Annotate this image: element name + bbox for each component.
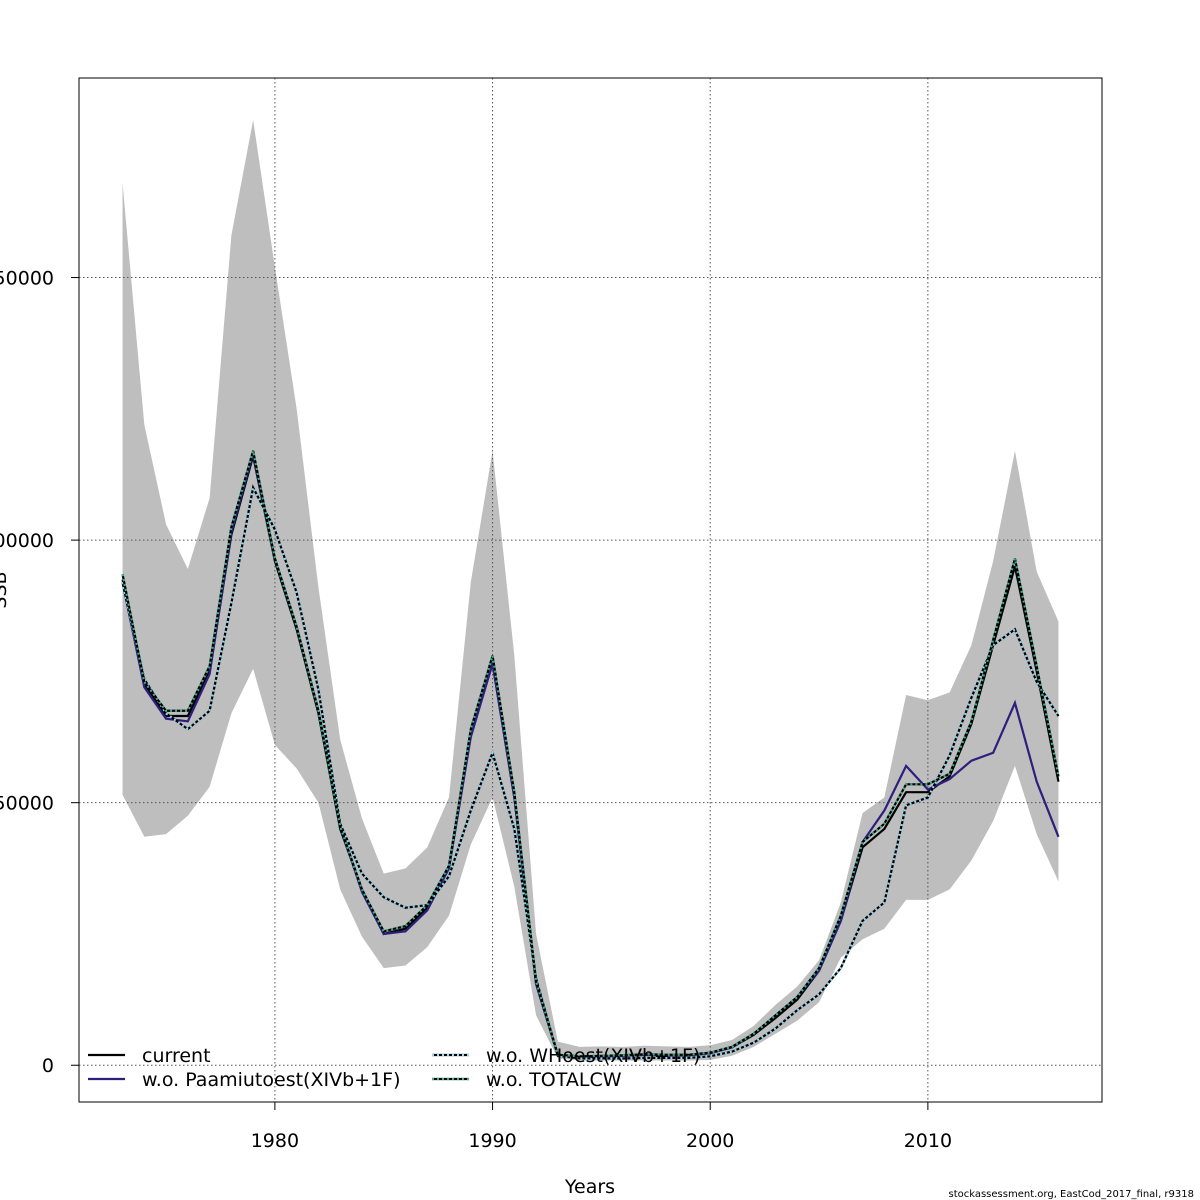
legend: current w.o. Paamiutoest(XIVb+1F) w.o. W…	[88, 1045, 700, 1091]
legend-label-totalcw: w.o. TOTALCW	[486, 1069, 622, 1091]
series-line-w-o-whoest-xivb-1f	[121, 484, 1060, 1060]
x-tick-label: 2000	[686, 1130, 734, 1152]
x-axis-title: Years	[564, 1176, 615, 1198]
legend-label-whoest: w.o. WHoest(XIVb+1F)	[486, 1045, 700, 1067]
series-line-w-o-totalcw-base	[121, 450, 1060, 1058]
x-tick-label: 2010	[904, 1130, 952, 1152]
y-tick-label: 150000	[0, 268, 54, 290]
y-tick-label: 50000	[0, 793, 54, 815]
legend-label-paamiutoest: w.o. Paamiutoest(XIVb+1F)	[142, 1069, 400, 1091]
plot-frame	[78, 77, 1103, 1103]
confidence-band-layer	[122, 120, 1059, 1061]
legend-label-current: current	[142, 1045, 211, 1067]
x-tick-label: 1990	[468, 1130, 516, 1152]
grid-layer	[79, 78, 1102, 1102]
credit-text: stockassessment.org, EastCod_2017_final,…	[948, 1189, 1194, 1200]
y-tick-label: 0	[42, 1055, 54, 1077]
confidence-band	[122, 120, 1059, 1061]
y-axis-title: SSB	[0, 571, 11, 608]
x-tick-label: 1980	[251, 1130, 299, 1152]
series-layer	[121, 450, 1060, 1060]
